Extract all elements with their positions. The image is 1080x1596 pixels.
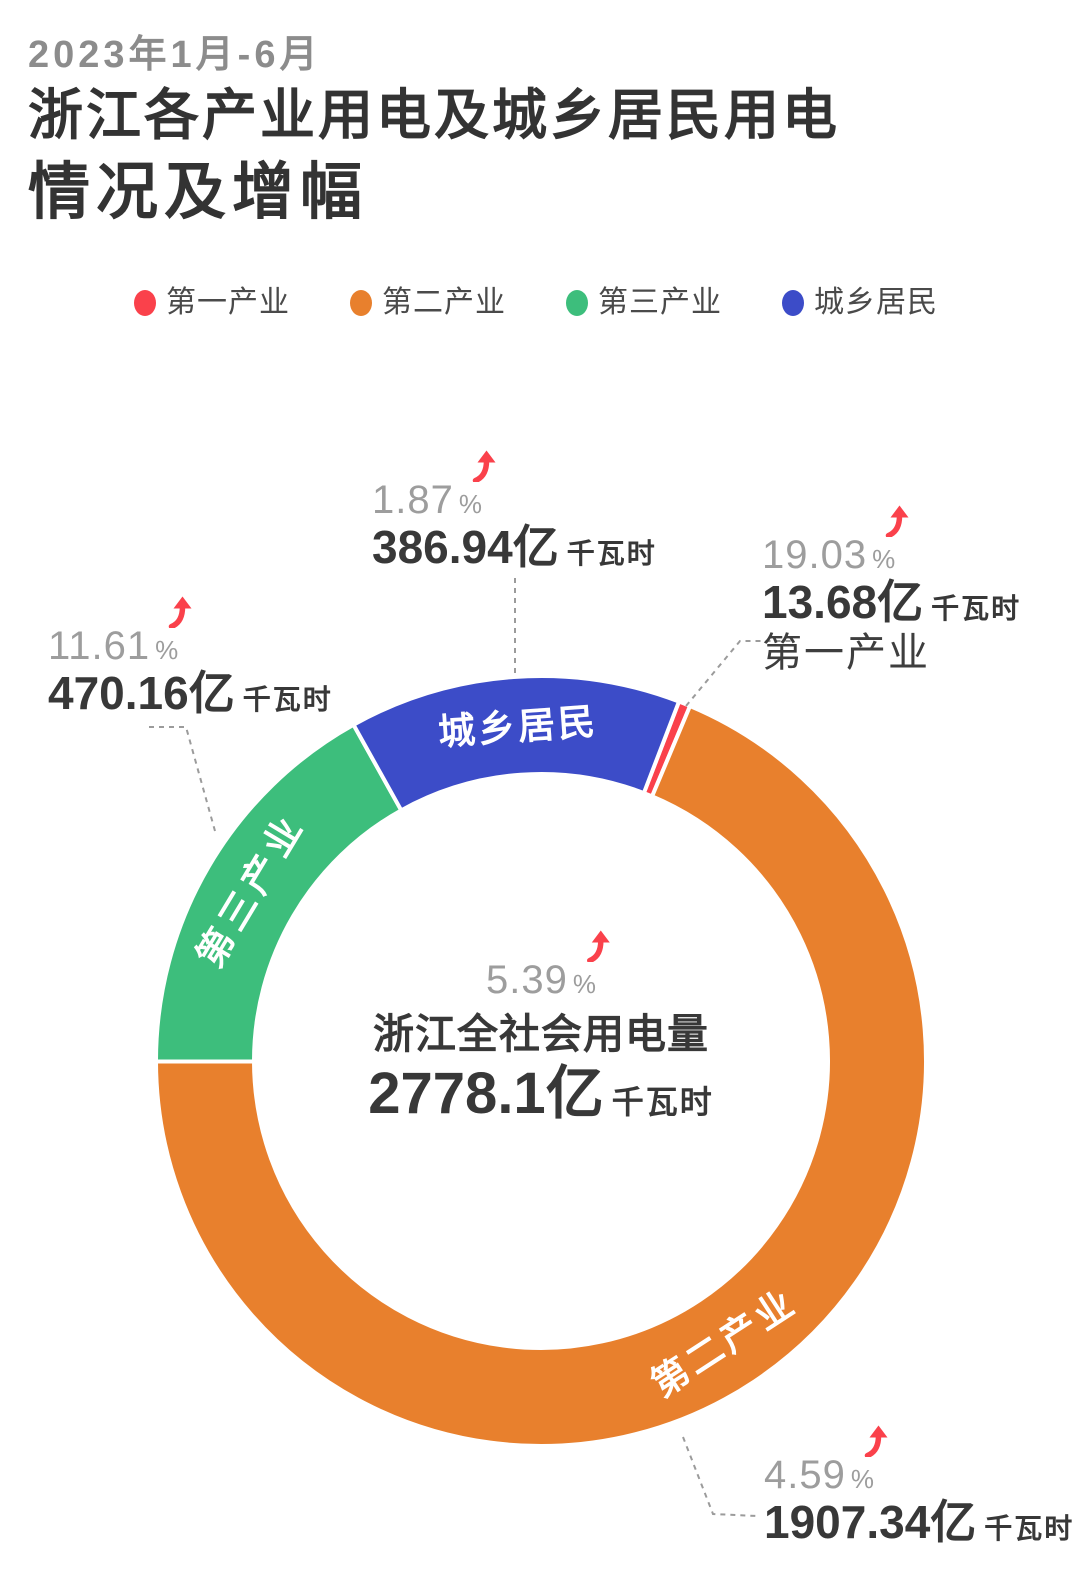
leader-line: [149, 726, 216, 832]
legend-swatch-green: [566, 290, 588, 316]
percent-sign: %: [155, 635, 179, 665]
trend-up-icon: [885, 505, 911, 537]
legend: 第一产业 第二产业 第三产业 城乡居民: [134, 288, 938, 318]
percent-sign: %: [572, 969, 596, 999]
percent-sign: %: [458, 489, 482, 519]
trend-up-icon: [168, 596, 194, 628]
callout-residents: 1.87% 386.94亿 千瓦时: [372, 450, 657, 570]
legend-label: 城乡居民: [814, 286, 938, 319]
donut-segment-城乡居民[interactable]: [351, 674, 681, 813]
growth-row: 19.03%: [762, 505, 909, 577]
total-value: 2778.1亿: [368, 1061, 604, 1126]
series-name: 第一产业: [762, 631, 930, 675]
growth-value: 11.61: [48, 624, 151, 668]
donut-segment-第二产业[interactable]: [154, 704, 928, 1448]
percent-sign: %: [850, 1464, 874, 1494]
total-unit: 千瓦时: [611, 1084, 714, 1120]
total-title: 浙江全社会用电量: [372, 1011, 709, 1057]
growth-row: 11.61%: [48, 596, 192, 668]
legend-label: 第三产业: [598, 286, 722, 319]
growth-value: 1.87: [372, 478, 454, 522]
leader-line: [682, 1436, 758, 1517]
total-consumption-block: 5.39% 浙江全社会用电量 2778.1亿 千瓦时: [368, 930, 713, 1123]
callout-second-industry: 4.59% 1907.34亿 千瓦时: [764, 1425, 1074, 1545]
trend-up-icon: [586, 930, 612, 962]
report-period: 2023年1月-6月: [28, 34, 322, 76]
growth-value: 4.59: [764, 1453, 846, 1497]
value-row: 13.68亿 千瓦时: [762, 579, 1021, 625]
consumption-unit: 千瓦时: [931, 593, 1022, 624]
legend-label: 第一产业: [166, 286, 290, 319]
trend-up-icon: [472, 450, 498, 482]
consumption-value: 1907.34亿: [764, 1496, 977, 1548]
growth-value: 5.39: [486, 958, 568, 1002]
consumption-value: 470.16亿: [48, 667, 235, 719]
leader-line: [685, 640, 795, 707]
legend-swatch-red: [134, 290, 156, 316]
legend-item-second-industry[interactable]: 第二产业: [350, 288, 506, 318]
page-title-line1: 浙江各产业用电及城乡居民用电: [28, 84, 841, 146]
legend-swatch-orange: [350, 290, 372, 316]
growth-row: 5.39%: [486, 930, 610, 1002]
growth-row: 1.87%: [372, 450, 496, 522]
legend-swatch-blue: [782, 290, 804, 316]
legend-item-residents[interactable]: 城乡居民: [782, 288, 938, 318]
callout-first-industry: 19.03% 13.68亿 千瓦时 第一产业: [762, 505, 1021, 675]
trend-up-icon: [864, 1425, 890, 1457]
legend-label: 第二产业: [382, 286, 506, 319]
value-row: 1907.34亿 千瓦时: [764, 1499, 1074, 1545]
value-row: 386.94亿 千瓦时: [372, 524, 657, 570]
consumption-unit: 千瓦时: [984, 1513, 1075, 1544]
value-row: 470.16亿 千瓦时: [48, 670, 333, 716]
page-title-line2: 情况及增幅: [28, 158, 369, 227]
consumption-unit: 千瓦时: [566, 538, 657, 569]
consumption-value: 13.68亿: [762, 576, 924, 628]
legend-item-first-industry[interactable]: 第一产业: [134, 288, 290, 318]
consumption-value: 386.94亿: [372, 521, 559, 573]
donut-segment-第三产业[interactable]: [153, 722, 404, 1064]
legend-item-third-industry[interactable]: 第三产业: [566, 288, 722, 318]
callout-third-industry: 11.61% 470.16亿 千瓦时: [48, 596, 333, 716]
growth-value: 19.03: [762, 533, 868, 577]
value-row: 2778.1亿 千瓦时: [368, 1065, 713, 1123]
percent-sign: %: [872, 544, 896, 574]
consumption-unit: 千瓦时: [242, 684, 333, 715]
growth-row: 4.59%: [764, 1425, 888, 1497]
